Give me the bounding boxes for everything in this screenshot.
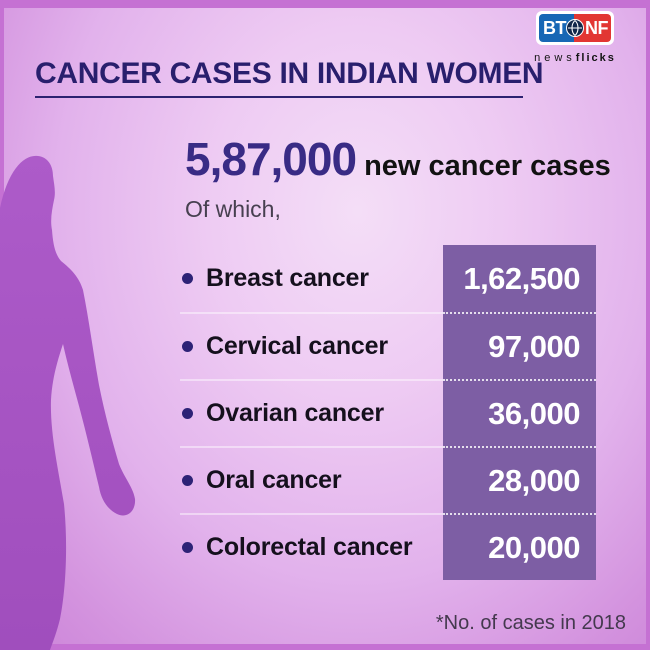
total-cases-line: 5,87,000 new cancer cases bbox=[185, 132, 611, 186]
cancer-cases-table: Breast cancer 1,62,500 Cervical cancer 9… bbox=[180, 245, 596, 580]
row-label-cell: Colorectal cancer bbox=[180, 513, 443, 580]
table-row: Colorectal cancer 20,000 bbox=[180, 513, 596, 580]
brand-logo: BT NF newsflicks bbox=[522, 11, 628, 64]
row-label-cell: Cervical cancer bbox=[180, 312, 443, 379]
total-cases-number: 5,87,000 bbox=[185, 133, 357, 185]
cases-value: 28,000 bbox=[443, 446, 596, 513]
page-title: CANCER CASES IN INDIAN WOMEN bbox=[35, 57, 544, 98]
footnote: *No. of cases in 2018 bbox=[435, 612, 626, 634]
bullet-icon bbox=[182, 408, 193, 419]
table-row: Cervical cancer 97,000 bbox=[180, 312, 596, 379]
cases-value: 97,000 bbox=[443, 312, 596, 379]
tagline-flicks: flicks bbox=[575, 52, 616, 64]
of-which-label: Of which, bbox=[185, 196, 281, 222]
woman-silhouette-icon bbox=[0, 155, 136, 650]
cases-value: 36,000 bbox=[443, 379, 596, 446]
row-label-cell: Ovarian cancer bbox=[180, 379, 443, 446]
table-row: Ovarian cancer 36,000 bbox=[180, 379, 596, 446]
tagline-news: news bbox=[534, 52, 576, 64]
cancer-type-label: Colorectal cancer bbox=[206, 533, 413, 561]
cases-value: 20,000 bbox=[443, 513, 596, 580]
globe-icon bbox=[566, 19, 584, 37]
bullet-icon bbox=[182, 542, 193, 553]
row-label-cell: Breast cancer bbox=[180, 245, 443, 312]
row-label-cell: Oral cancer bbox=[180, 446, 443, 513]
btnf-logo: BT NF bbox=[536, 11, 614, 45]
cases-value: 1,62,500 bbox=[443, 245, 596, 312]
cancer-type-label: Oral cancer bbox=[206, 466, 342, 494]
cancer-type-label: Ovarian cancer bbox=[206, 399, 384, 427]
bullet-icon bbox=[182, 475, 193, 486]
cancer-type-label: Cervical cancer bbox=[206, 332, 388, 360]
bullet-icon bbox=[182, 273, 193, 284]
brand-tagline: newsflicks bbox=[522, 52, 628, 64]
table-row: Breast cancer 1,62,500 bbox=[180, 245, 596, 312]
cancer-type-label: Breast cancer bbox=[206, 264, 369, 292]
table-row: Oral cancer 28,000 bbox=[180, 446, 596, 513]
bullet-icon bbox=[182, 341, 193, 352]
total-cases-label: new cancer cases bbox=[364, 150, 611, 182]
